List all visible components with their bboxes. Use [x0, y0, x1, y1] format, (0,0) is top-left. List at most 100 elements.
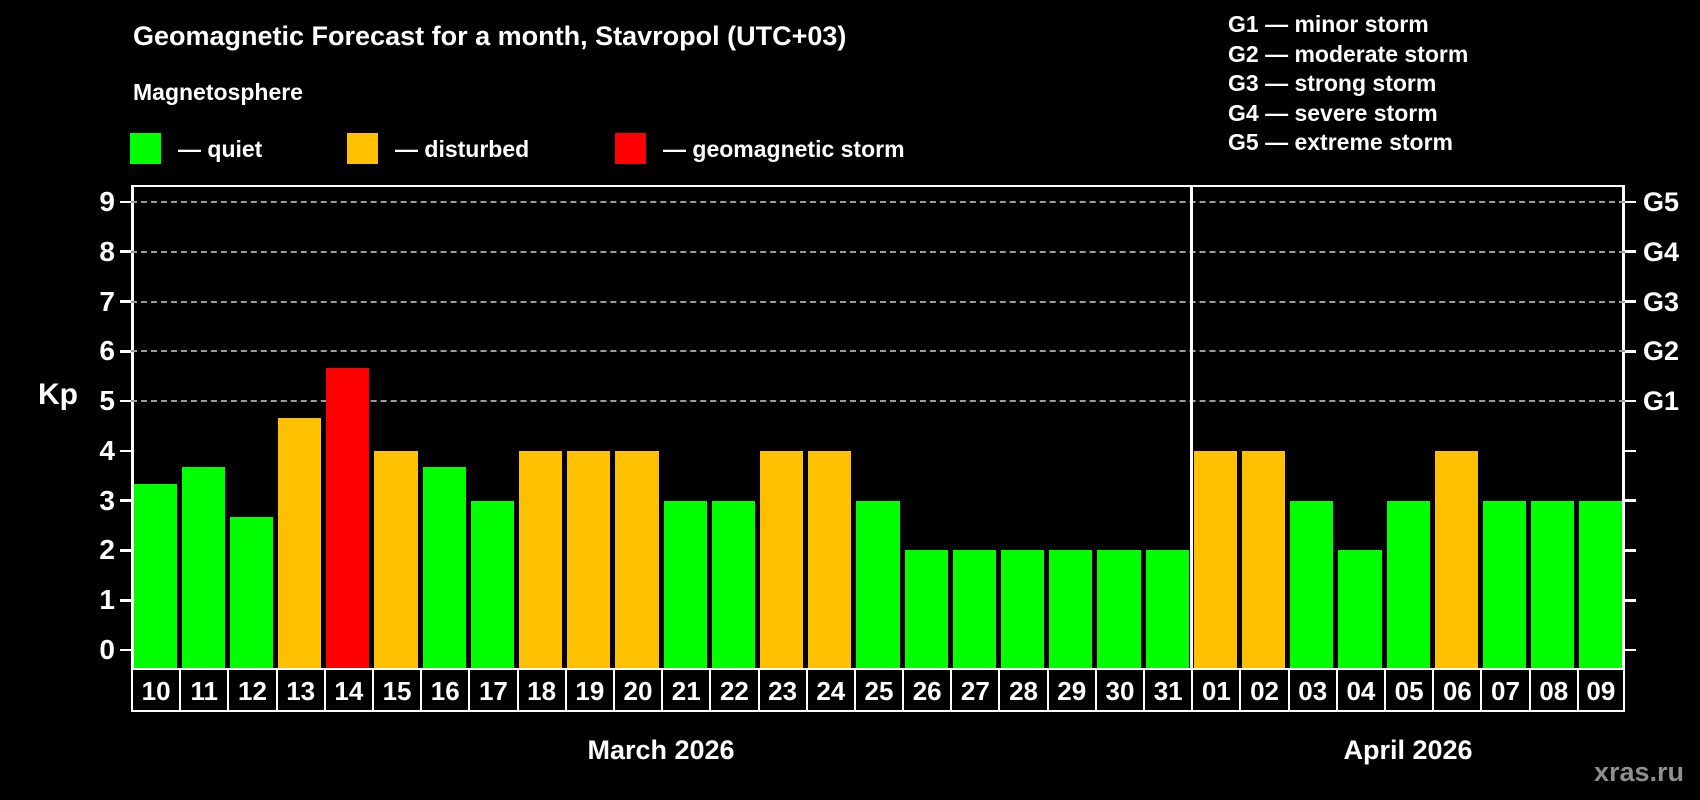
- date-cell-april-02: 02: [1239, 668, 1288, 712]
- date-cell-march-16: 16: [420, 668, 469, 712]
- date-cell-march-28: 28: [998, 668, 1047, 712]
- right-axis-label-g5: G5: [1643, 186, 1680, 217]
- bar-march-10: [133, 484, 177, 668]
- gridline-kp6: [131, 350, 1625, 353]
- date-cell-april-01: 01: [1191, 668, 1240, 712]
- y-tick-label-6: 6: [99, 335, 115, 367]
- gridline-kp5: [131, 400, 1625, 403]
- y-tick-label-2: 2: [99, 534, 115, 566]
- bar-march-25: [856, 500, 900, 668]
- storm-scale-legend-g1: G1 — minor storm: [1228, 11, 1429, 37]
- y-tick-right-2: [1625, 549, 1636, 552]
- bar-march-20: [615, 450, 659, 668]
- date-cell-march-30: 30: [1094, 668, 1144, 712]
- date-cell-march-17: 17: [468, 668, 517, 712]
- right-axis-label-g4: G4: [1643, 236, 1680, 267]
- bar-march-13: [278, 417, 322, 668]
- y-tick-right-3: [1625, 499, 1636, 502]
- y-tick-left-7: [120, 300, 131, 303]
- date-cell-march-12: 12: [227, 668, 276, 712]
- y-tick-left-9: [120, 200, 131, 204]
- date-cell-march-31: 31: [1143, 668, 1192, 712]
- date-cell-april-03: 03: [1287, 668, 1336, 712]
- storm-scale-legend-g2: G2 — moderate storm: [1228, 40, 1469, 67]
- y-tick-label-5: 5: [99, 385, 115, 417]
- bar-march-23: [760, 450, 804, 668]
- date-cell-april-07: 07: [1480, 668, 1529, 712]
- month-divider: [1189, 185, 1193, 668]
- bar-april-06: [1434, 450, 1478, 668]
- bar-march-24: [808, 450, 852, 668]
- date-cell-march-20: 20: [612, 668, 662, 712]
- y-tick-left-5: [120, 399, 131, 403]
- y-tick-left-2: [120, 549, 131, 552]
- bar-march-29: [1049, 550, 1093, 668]
- legend-label-quiet: — quiet: [178, 136, 263, 162]
- y-tick-left-8: [120, 250, 131, 253]
- gridline-kp7: [131, 300, 1625, 303]
- storm-scale-legend-g3: G3 — strong storm: [1228, 70, 1437, 96]
- y-tick-right-9: [1625, 200, 1636, 204]
- y-tick-label-3: 3: [99, 484, 115, 516]
- bar-march-17: [470, 500, 515, 668]
- legend-label-disturbed: — disturbed: [395, 136, 530, 162]
- y-tick-left-0: [120, 648, 131, 652]
- bar-april-03: [1290, 500, 1334, 668]
- bar-april-05: [1386, 500, 1430, 668]
- bar-march-16: [422, 467, 466, 668]
- y-tick-right-5: [1625, 399, 1636, 403]
- legend-swatch-quiet: [130, 133, 161, 164]
- date-cell-march-11: 11: [179, 668, 228, 712]
- bar-april-04: [1338, 550, 1382, 668]
- month-label-april: April 2026: [1343, 735, 1473, 765]
- y-axis-title: Kp: [38, 378, 78, 411]
- date-cell-april-06: 06: [1432, 668, 1481, 712]
- y-tick-right-4: [1625, 449, 1636, 453]
- bar-march-21: [663, 500, 707, 668]
- bar-april-07: [1482, 500, 1527, 668]
- y-tick-label-8: 8: [99, 235, 115, 267]
- bar-april-01: [1193, 450, 1237, 668]
- bar-april-08: [1531, 500, 1575, 668]
- date-cell-march-22: 22: [709, 668, 758, 712]
- y-tick-right-7: [1625, 300, 1636, 303]
- date-cell-march-19: 19: [564, 668, 613, 712]
- plot-area: [131, 185, 1625, 668]
- y-tick-label-7: 7: [99, 285, 115, 317]
- date-cell-april-09: 09: [1576, 668, 1625, 712]
- bar-march-15: [374, 450, 418, 668]
- month-label-march: March 2026: [587, 735, 735, 765]
- bar-march-27: [952, 550, 996, 668]
- y-tick-label-1: 1: [99, 584, 115, 616]
- bar-march-30: [1097, 550, 1141, 668]
- watermark: xras.ru: [1593, 757, 1684, 787]
- right-axis-label-g1: G1: [1643, 386, 1680, 417]
- storm-scale-legend-g5: G5 — extreme storm: [1228, 129, 1453, 155]
- y-tick-right-1: [1625, 599, 1636, 602]
- bar-march-31: [1145, 550, 1189, 668]
- bar-march-18: [519, 450, 563, 668]
- magnetosphere-subtitle: Magnetosphere: [133, 79, 303, 105]
- page-title: Geomagnetic Forecast for a month, Stavro…: [133, 21, 847, 51]
- bar-march-28: [1000, 550, 1045, 668]
- date-cell-march-26: 26: [902, 668, 951, 712]
- date-cell-march-23: 23: [757, 668, 806, 712]
- date-cell-march-18: 18: [516, 668, 565, 712]
- bar-march-12: [229, 517, 274, 668]
- date-cell-march-25: 25: [853, 668, 903, 712]
- bar-march-11: [181, 467, 225, 668]
- right-axis-label-g3: G3: [1643, 286, 1680, 317]
- date-cell-april-08: 08: [1528, 668, 1577, 712]
- date-cell-march-29: 29: [1046, 668, 1095, 712]
- date-cell-april-05: 05: [1384, 668, 1433, 712]
- date-cell-march-13: 13: [275, 668, 324, 712]
- y-tick-label-9: 9: [99, 185, 115, 217]
- legend-label-storm: — geomagnetic storm: [663, 136, 905, 162]
- date-cell-march-21: 21: [661, 668, 710, 712]
- y-tick-left-6: [120, 350, 131, 353]
- bar-march-14: [326, 367, 370, 668]
- y-tick-right-0: [1625, 648, 1636, 652]
- legend-swatch-storm: [615, 133, 646, 164]
- y-tick-left-4: [120, 449, 131, 453]
